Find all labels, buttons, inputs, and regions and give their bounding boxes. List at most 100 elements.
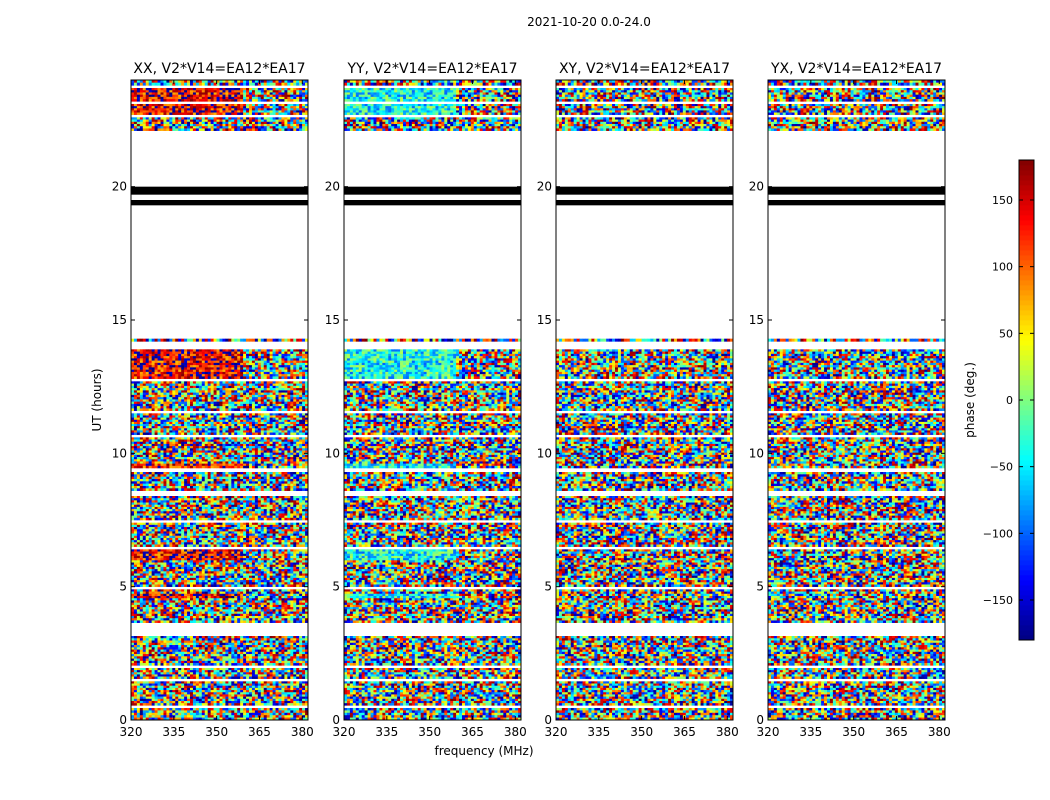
- colorbar-segment: [1019, 580, 1034, 586]
- y-tick-label: 5: [332, 580, 340, 594]
- y-tick-label: 5: [756, 580, 764, 594]
- colorbar-segment: [1019, 240, 1034, 246]
- panel-title: XY, V2*V14=EA12*EA17: [559, 61, 730, 77]
- colorbar-segment: [1019, 275, 1034, 281]
- y-tick-label: 15: [112, 313, 127, 327]
- colorbar-segment: [1019, 335, 1034, 341]
- panel-heatmap: [768, 80, 945, 720]
- x-tick-label: 320: [333, 725, 356, 739]
- colorbar-segment: [1019, 380, 1034, 386]
- x-tick-label: 320: [545, 725, 568, 739]
- y-tick-label: 20: [325, 180, 340, 194]
- colorbar-segment: [1019, 545, 1034, 551]
- x-tick-label: 350: [205, 725, 228, 739]
- colorbar-segment: [1019, 450, 1034, 456]
- panel-frame: [343, 79, 522, 721]
- panel-frame: [767, 79, 946, 721]
- colorbar-segment: [1019, 405, 1034, 411]
- colorbar-segment: [1019, 175, 1034, 181]
- colorbar-segment: [1019, 330, 1034, 336]
- colorbar-segment: [1019, 400, 1034, 406]
- colorbar-segment: [1019, 190, 1034, 196]
- colorbar-segment: [1019, 390, 1034, 396]
- colorbar-segment: [1019, 285, 1034, 291]
- colorbar-segment: [1019, 160, 1034, 166]
- colorbar-segment: [1019, 575, 1034, 581]
- colorbar-tick-label: −150: [983, 594, 1013, 607]
- colorbar-segment: [1019, 375, 1034, 381]
- colorbar-segment: [1019, 255, 1034, 261]
- x-tick-label: 335: [799, 725, 822, 739]
- colorbar-segment: [1019, 455, 1034, 461]
- colorbar-segment: [1019, 305, 1034, 311]
- y-tick-label: 10: [325, 446, 340, 460]
- panel-heatmap: [344, 80, 521, 720]
- colorbar-segment: [1019, 460, 1034, 466]
- colorbar-segment: [1019, 590, 1034, 596]
- x-tick-label: 380: [291, 725, 314, 739]
- y-tick-label: 0: [544, 713, 552, 727]
- panel-frame: [555, 79, 734, 721]
- y-tick-label: 0: [119, 713, 127, 727]
- colorbar-segment: [1019, 470, 1034, 476]
- colorbar-segment: [1019, 550, 1034, 556]
- panel-title: XX, V2*V14=EA12*EA17: [133, 61, 305, 77]
- colorbar-segment: [1019, 320, 1034, 326]
- colorbar-segment: [1019, 480, 1034, 486]
- y-tick-label: 20: [112, 180, 127, 194]
- panel-heatmap: [556, 80, 733, 720]
- colorbar-segment: [1019, 525, 1034, 531]
- y-tick-label: 0: [332, 713, 340, 727]
- panel-yx: YX, V2*V14=EA12*EA17 320 335 350 365 380 0 5 10 1…: [749, 61, 951, 739]
- colorbar-segment: [1019, 415, 1034, 421]
- x-tick-label: 350: [842, 725, 865, 739]
- panel-title: YX, V2*V14=EA12*EA17: [770, 61, 942, 77]
- colorbar-tick-label: −100: [983, 527, 1013, 540]
- colorbar-segment: [1019, 610, 1034, 616]
- colorbar-segment: [1019, 245, 1034, 251]
- colorbar-segment: [1019, 395, 1034, 401]
- colorbar-segment: [1019, 425, 1034, 431]
- colorbar-segment: [1019, 500, 1034, 506]
- panels: XX, V2*V14=EA12*EA17 320 335 350 365 380 0 5 10 1…: [112, 61, 951, 739]
- colorbar-segment: [1019, 210, 1034, 216]
- x-axis-label: frequency (MHz): [434, 744, 533, 758]
- colorbar-segment: [1019, 630, 1034, 636]
- colorbar-tick-label: 50: [999, 327, 1013, 340]
- colorbar-segment: [1019, 555, 1034, 561]
- colorbar-segment: [1019, 280, 1034, 286]
- y-tick-label: 5: [544, 580, 552, 594]
- y-tick-label: 20: [537, 180, 552, 194]
- x-tick-label: 320: [757, 725, 780, 739]
- colorbar-segment: [1019, 340, 1034, 346]
- colorbar-segment: [1019, 495, 1034, 501]
- colorbar-segment: [1019, 435, 1034, 441]
- colorbar-segment: [1019, 475, 1034, 481]
- colorbar: 150 100 50 0 −50 −100 −150: [983, 159, 1035, 641]
- panel-xx: XX, V2*V14=EA12*EA17 320 335 350 365 380 0 5 10 1…: [112, 61, 314, 739]
- x-tick-label: 350: [630, 725, 653, 739]
- x-tick-label: 380: [928, 725, 951, 739]
- colorbar-segment: [1019, 165, 1034, 171]
- colorbar-segment: [1019, 490, 1034, 496]
- colorbar-segment: [1019, 385, 1034, 391]
- x-tick-label: 365: [461, 725, 484, 739]
- colorbar-segment: [1019, 620, 1034, 626]
- y-tick-label: 10: [749, 446, 764, 460]
- colorbar-segment: [1019, 345, 1034, 351]
- x-tick-label: 335: [587, 725, 610, 739]
- colorbar-segment: [1019, 570, 1034, 576]
- colorbar-segment: [1019, 535, 1034, 541]
- colorbar-segment: [1019, 370, 1034, 376]
- colorbar-segment: [1019, 185, 1034, 191]
- colorbar-segment: [1019, 315, 1034, 321]
- colorbar-segment: [1019, 440, 1034, 446]
- colorbar-segment: [1019, 310, 1034, 316]
- colorbar-segment: [1019, 520, 1034, 526]
- colorbar-segment: [1019, 170, 1034, 176]
- panel-yy: YY, V2*V14=EA12*EA17 320 335 350 365 380 0 5 10 1…: [325, 61, 527, 739]
- colorbar-segment: [1019, 290, 1034, 296]
- colorbar-segment: [1019, 540, 1034, 546]
- colorbar-segment: [1019, 510, 1034, 516]
